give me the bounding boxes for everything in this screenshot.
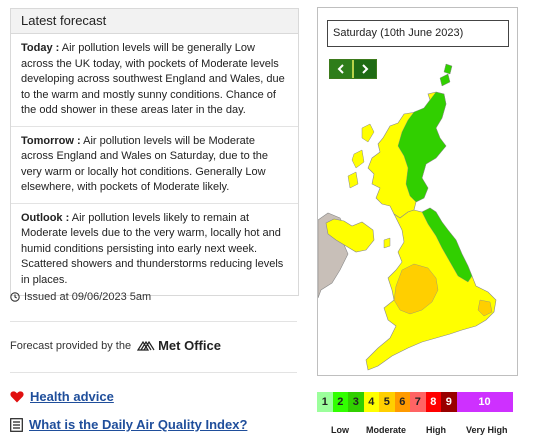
- forecast-today: Today : Air pollution levels will be gen…: [11, 34, 298, 127]
- scale-label-low: Low: [331, 425, 349, 435]
- scale-band-10: 10: [456, 392, 513, 412]
- latest-forecast-panel: Latest forecast Today : Air pollution le…: [10, 8, 299, 296]
- scale-band-2: 2: [332, 392, 348, 412]
- issued-text: Issued at 09/06/2023 5am: [24, 291, 152, 303]
- northern-ireland-region: [325, 218, 375, 253]
- forecast-provider: Forecast provided by the Met Office: [10, 338, 221, 353]
- daqi-scale: 1 2 3 4 5 6 7 8 9 10: [317, 392, 513, 412]
- southeast-orange-zone: [477, 299, 493, 317]
- east-coast-low-zone: [421, 207, 473, 283]
- daqi-link[interactable]: What is the Daily Air Quality Index?: [29, 417, 248, 432]
- northern-isles: [439, 63, 453, 87]
- scale-band-3: 3: [348, 392, 364, 412]
- scale-label-very-high: Very High: [466, 425, 508, 435]
- scale-band-7: 7: [410, 392, 426, 412]
- met-office-logo: Met Office: [137, 338, 221, 353]
- forecast-label: Tomorrow :: [21, 134, 81, 147]
- scale-band-5: 5: [379, 392, 395, 412]
- forecast-map-panel: Saturday (10th June 2023): [317, 7, 518, 376]
- health-advice-link[interactable]: Health advice: [30, 389, 114, 404]
- next-day-button[interactable]: [352, 60, 376, 78]
- date-select[interactable]: Saturday (10th June 2023): [327, 20, 509, 47]
- forecast-text: Air pollution levels will be Moderate ac…: [21, 134, 269, 194]
- chevron-left-icon: [337, 64, 344, 74]
- previous-day-button[interactable]: [330, 60, 352, 78]
- clock-icon: [10, 292, 20, 302]
- scale-band-1: 1: [317, 392, 333, 412]
- scotland-low-zone: [397, 91, 447, 203]
- isle-of-man: [383, 237, 391, 249]
- health-advice-link-row[interactable]: Health advice: [10, 389, 114, 404]
- forecast-outlook: Outlook : Air pollution levels likely to…: [11, 204, 298, 296]
- divider: [10, 321, 297, 322]
- forecast-text: Air pollution levels will be generally L…: [21, 42, 285, 116]
- scale-band-4: 4: [363, 392, 379, 412]
- met-office-name: Met Office: [158, 338, 221, 353]
- scale-label-moderate: Moderate: [366, 425, 407, 435]
- uk-air-quality-map: [318, 63, 497, 371]
- met-office-emblem-icon: [137, 340, 155, 351]
- document-list-icon: [10, 417, 23, 432]
- forecast-label: Outlook :: [21, 211, 70, 224]
- divider: [10, 372, 297, 373]
- daqi-link-row[interactable]: What is the Daily Air Quality Index?: [10, 417, 247, 432]
- scale-band-9: 9: [441, 392, 457, 412]
- scale-band-6: 6: [394, 392, 410, 412]
- hebrides-islands: [347, 123, 375, 189]
- provided-by-text: Forecast provided by the: [10, 339, 132, 352]
- forecast-label: Today :: [21, 42, 60, 54]
- heart-icon: [10, 390, 24, 402]
- forecast-text: Air pollution levels likely to remain at…: [21, 211, 284, 286]
- issued-time: Issued at 09/06/2023 5am: [10, 291, 151, 303]
- forecast-tomorrow: Tomorrow : Air pollution levels will be …: [11, 127, 298, 204]
- scale-band-8: 8: [425, 392, 441, 412]
- moderate-orange-zone: [393, 263, 439, 315]
- chevron-right-icon: [362, 64, 369, 74]
- scale-label-high: High: [426, 425, 446, 435]
- panel-title: Latest forecast: [11, 9, 298, 34]
- date-nav-buttons: [329, 59, 377, 79]
